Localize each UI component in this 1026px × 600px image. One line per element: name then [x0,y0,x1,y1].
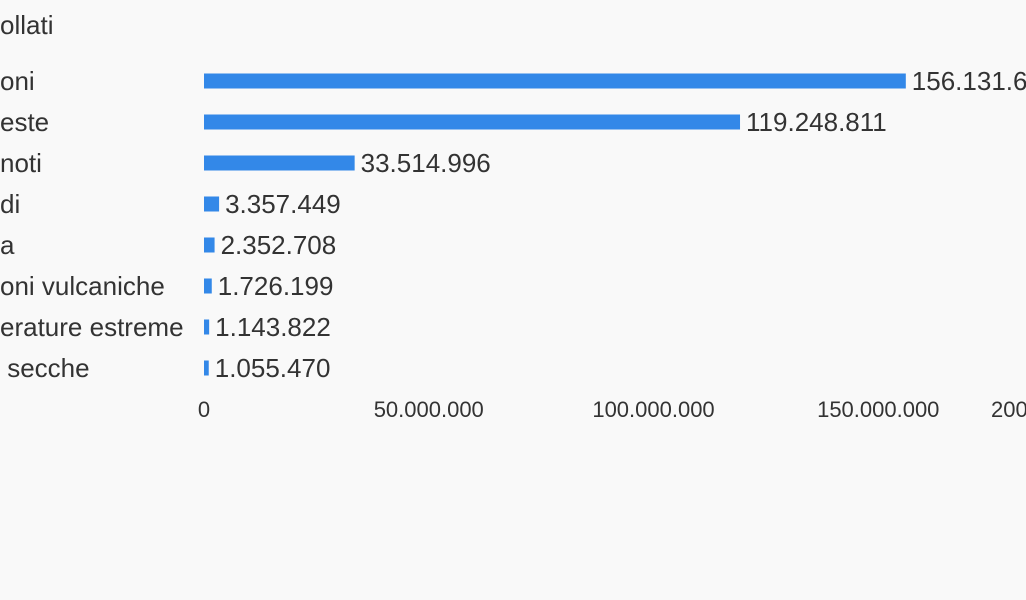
y-tick-label: este [0,107,49,137]
value-label: 1.055.470 [215,353,331,383]
bar [204,155,355,171]
x-tick-label: 150.000.000 [817,397,939,422]
bar [204,114,741,130]
chart-title: ollati [0,10,53,40]
y-tick-label: noti [0,148,42,178]
value-label: 1.726.199 [218,271,334,301]
bar [204,319,210,335]
y-tick-label: a [0,230,15,260]
value-label: 33.514.996 [361,148,491,178]
x-tick-label: 100.000.000 [592,397,714,422]
bar [204,196,220,212]
x-tick-label: 200 [991,397,1026,422]
value-label: 156.131.6 [912,66,1026,96]
bar [204,360,209,376]
x-tick-label: 0 [198,397,210,422]
value-label: 3.357.449 [225,189,341,219]
bar [204,237,215,253]
value-label: 119.248.811 [746,107,887,137]
y-tick-label: oni [0,66,35,96]
y-tick-label: secche [0,353,90,383]
x-tick-label: 50.000.000 [374,397,484,422]
y-tick-label: erature estreme [0,312,184,342]
bar [204,73,906,89]
y-tick-label: di [0,189,20,219]
value-label: 2.352.708 [221,230,337,260]
y-tick-label: oni vulcaniche [0,271,165,301]
bar [204,278,212,294]
value-label: 1.143.822 [215,312,331,342]
